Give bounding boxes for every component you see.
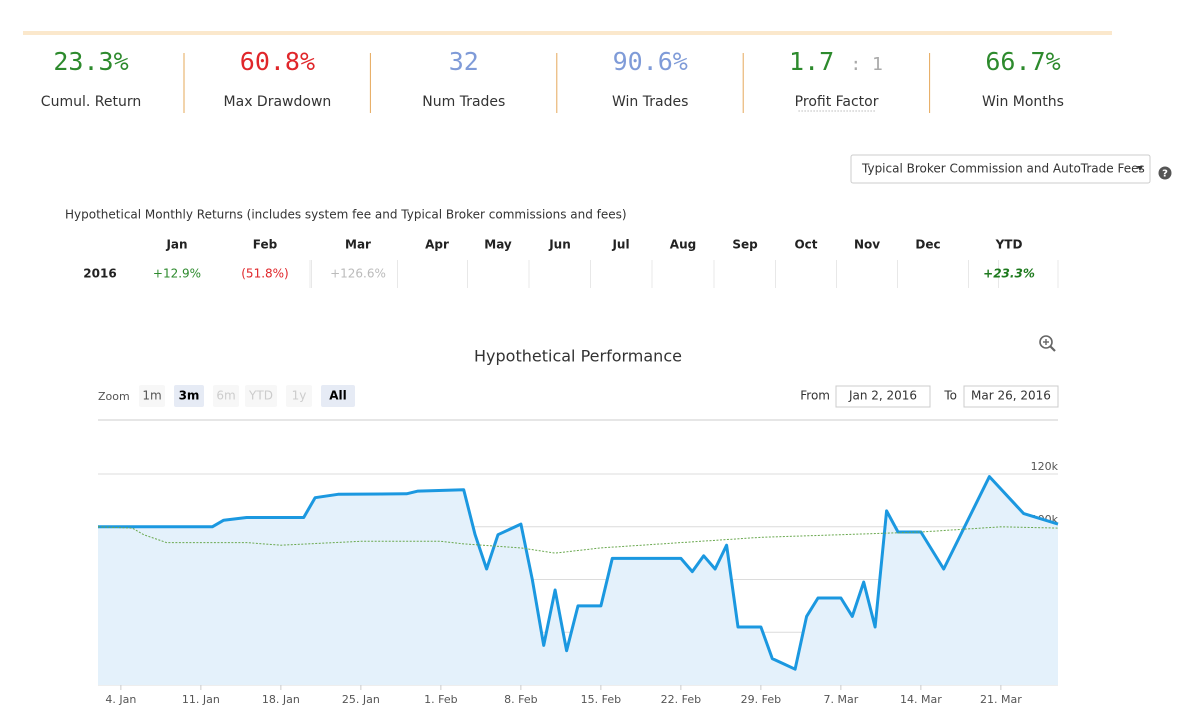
column-header: Jul [611,238,629,252]
stat-value: 66.7% [985,47,1060,76]
column-header: Feb [253,238,278,252]
zoom-button-label[interactable]: 1m [142,389,161,403]
x-tick-label: 11. Jan [182,693,220,706]
from-date[interactable]: Jan 2, 2016 [848,389,917,403]
zoom-button [245,385,277,407]
to-label: To [943,389,957,403]
fee-selector[interactable]: Typical Broker Commission and AutoTrade … [861,162,1145,176]
stat-label: Max Drawdown [224,94,332,110]
zoom-icon[interactable] [1039,335,1056,352]
x-tick-label: 18. Jan [262,693,300,706]
stat-value: 32 [449,47,479,76]
stat-value: 90.6% [613,47,688,76]
stat-label: Cumul. Return [41,94,141,110]
line [97,526,1059,554]
table-caption: Hypothetical Monthly Returns (includes s… [65,208,627,222]
column-header: Aug [670,238,696,252]
row-year: 2016 [83,267,116,281]
return-cell: +126.6% [330,267,386,281]
stat-label: Win Trades [612,94,688,110]
zoom-button [213,385,239,407]
return-cell: +23.3% [983,267,1035,281]
x-tick-label: 4. Jan [105,693,136,706]
from-input[interactable] [835,385,931,408]
x-tick-label: 22. Feb [661,693,701,706]
to-date[interactable]: Mar 26, 2016 [971,389,1051,403]
y-tick-label: 120k [1031,460,1059,473]
column-header: Apr [425,238,449,252]
x-tick-label: 1. Feb [424,693,457,706]
column-header: Jan [165,238,187,252]
line [98,475,1059,671]
zoom-button-label: YTD [248,389,273,403]
column-header: Oct [794,238,817,252]
stat-label: Profit Factor [795,94,879,110]
zoom-button-label[interactable]: All [329,389,347,403]
top-bar [23,31,1112,35]
zoom-button-label: 1y [292,389,307,403]
stat-ratio: : 1 [850,54,883,75]
stat-value: 60.8% [240,47,315,76]
column-header: YTD [995,238,1023,252]
column-header: May [484,238,512,252]
return-cell: (51.8%) [241,267,288,281]
zoom-button [286,385,312,407]
x-tick-label: 8. Feb [504,693,537,706]
zoom-button[interactable] [139,385,165,407]
help-circle[interactable] [1158,166,1172,180]
stat-value: 1.7 [789,47,834,76]
x-tick-label: 15. Feb [581,693,621,706]
x-tick-label: 21. Mar [980,693,1022,706]
area [98,476,1058,685]
x-tick-label: 7. Mar [823,693,858,706]
help-icon[interactable]: ? [1162,169,1168,180]
zoom-label: Zoom [98,390,130,403]
zoom-button-label: 6m [216,389,235,403]
zoom-lens [1039,335,1053,349]
stat-label: Num Trades [422,94,505,110]
column-header: Jun [548,238,571,252]
zoom-button[interactable] [174,385,204,407]
x-tick-label: 29. Feb [741,693,781,706]
x-tick-label: 14. Mar [900,693,942,706]
column-header: Dec [915,238,940,252]
column-header: Mar [345,238,371,252]
zoom-button-label[interactable]: 3m [179,389,200,403]
fee-dropdown[interactable] [850,154,1151,184]
dropdown-arrow [1137,166,1143,171]
return-cell: +12.9% [153,267,201,281]
chart-title: Hypothetical Performance [474,347,682,366]
from-label: From [800,389,830,403]
stat-label: Win Months [982,94,1064,110]
column-header: Sep [732,238,758,252]
column-header: Nov [854,238,880,252]
x-tick-label: 25. Jan [342,693,380,706]
to-input[interactable] [963,385,1059,408]
zoom-button[interactable] [321,385,355,407]
stat-value: 23.3% [53,47,128,76]
zoom-handle [1049,345,1056,352]
